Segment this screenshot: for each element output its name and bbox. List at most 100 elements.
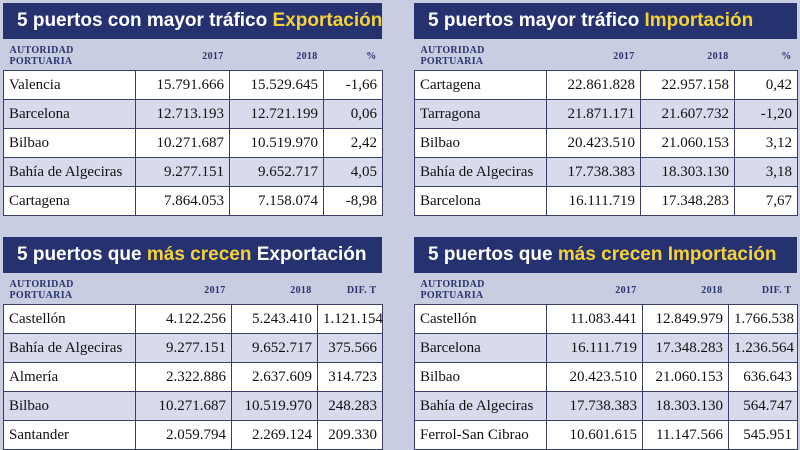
- column-header: DIF. T: [346, 284, 377, 296]
- title-text: 5 puertos con mayor tráfico: [17, 10, 273, 31]
- title-text: 5 puertos que: [17, 244, 147, 265]
- port-name-cell: Bahía de Algeciras: [3, 333, 136, 363]
- port-name-cell: Ferrol-San Cibrao: [414, 420, 547, 450]
- title-highlight: más crecen: [146, 244, 252, 265]
- column-header: 2017: [204, 284, 226, 296]
- table-row: Bahía de Algeciras 9.277.151 9.652.717 375.…: [3, 333, 383, 363]
- value-cell: 9.277.151: [135, 333, 232, 363]
- port-name-cell: Castellón: [3, 304, 136, 334]
- title-highlight: más crecen Importación: [557, 244, 777, 265]
- value-cell: 17.738.383: [546, 157, 641, 187]
- table-row: Cartagena 7.864.053 7.158.074 -8,98: [3, 186, 383, 216]
- data-table: AUTORIDAD PORTUARIA 2017 2018 DIF. T Castel…: [3, 276, 383, 450]
- value-cell: 12.849.979: [642, 304, 729, 334]
- value-cell: 375.566: [317, 333, 383, 363]
- table-header-row: AUTORIDAD PORTUARIA 2017 2018 DIF. T: [415, 276, 798, 305]
- value-cell: 2.269.124: [231, 420, 318, 450]
- port-name-cell: Santander: [3, 420, 136, 450]
- table-row: Ferrol-San Cibrao 10.601.615 11.147.566 545…: [414, 420, 798, 450]
- panel-title: 5 puertos que más crecen Exportación: [3, 237, 382, 276]
- value-cell: 18.303.130: [640, 157, 735, 187]
- value-cell: 9.652.717: [229, 157, 324, 187]
- value-cell: -1,20: [734, 99, 798, 129]
- panel-import-growth: 5 puertos que más crecen Importación AUT…: [414, 237, 798, 450]
- column-header: 2017: [613, 50, 635, 62]
- column-header: %: [781, 50, 792, 62]
- port-name-cell: Barcelona: [414, 333, 547, 363]
- value-cell: 2.059.794: [135, 420, 232, 450]
- table-row: Barcelona 16.111.719 17.348.283 7,67: [414, 186, 798, 216]
- value-cell: 10.519.970: [229, 128, 324, 158]
- value-cell: 0,06: [323, 99, 383, 129]
- value-cell: 9.652.717: [231, 333, 318, 363]
- title-text-end: Exportación: [251, 244, 367, 265]
- value-cell: 17.738.383: [546, 391, 643, 421]
- port-name-cell: Almería: [3, 362, 136, 392]
- table-header-row: AUTORIDAD PORTUARIA 2017 2018%: [4, 42, 383, 71]
- value-cell: 21.060.153: [640, 128, 735, 158]
- port-name-cell: Bahía de Algeciras: [3, 157, 136, 187]
- value-cell: 21.607.732: [640, 99, 735, 129]
- value-cell: 11.083.441: [546, 304, 643, 334]
- data-table: AUTORIDAD PORTUARIA 2017 2018 DIF. T Castel…: [414, 276, 798, 450]
- port-name-cell: Tarragona: [414, 99, 547, 129]
- value-cell: 209.330: [317, 420, 383, 450]
- value-cell: 16.111.719: [546, 186, 641, 216]
- value-cell: 4,05: [323, 157, 383, 187]
- table-row: Castellón 11.083.441 12.849.979 1.766.538: [414, 304, 798, 334]
- table-row: Bahía de Algeciras 9.277.151 9.652.717 4,05: [3, 157, 383, 187]
- column-header: 2018: [296, 50, 318, 62]
- table-row: Almería 2.322.886 2.637.609 314.723: [3, 362, 383, 392]
- value-cell: 5.243.410: [231, 304, 318, 334]
- value-cell: 16.111.719: [546, 333, 643, 363]
- table-row: Bahía de Algeciras 17.738.383 18.303.130 56…: [414, 391, 798, 421]
- panel-title: 5 puertos mayor tráfico Importación: [414, 3, 797, 42]
- port-name-cell: Bilbao: [414, 128, 547, 158]
- value-cell: 9.277.151: [135, 157, 230, 187]
- port-name-cell: Barcelona: [3, 99, 136, 129]
- column-header: 2018: [701, 284, 723, 296]
- title-text: 5 puertos que: [428, 244, 558, 265]
- value-cell: 15.791.666: [135, 70, 230, 100]
- table-row: Bilbao 20.423.510 21.060.153 3,12: [414, 128, 798, 158]
- table-row: Santander 2.059.794 2.269.124 209.330: [3, 420, 383, 450]
- value-cell: 15.529.645: [229, 70, 324, 100]
- value-cell: 564.747: [728, 391, 798, 421]
- value-cell: 21.060.153: [642, 362, 729, 392]
- value-cell: 2.322.886: [135, 362, 232, 392]
- port-name-cell: Valencia: [3, 70, 136, 100]
- value-cell: 11.147.566: [642, 420, 729, 450]
- panel-export-growth: 5 puertos que más crecen Exportación AUT…: [3, 237, 383, 450]
- title-highlight: Importación: [644, 10, 754, 31]
- column-header: AUTORIDAD PORTUARIA: [9, 45, 74, 67]
- value-cell: 22.861.828: [546, 70, 641, 100]
- port-name-cell: Bahía de Algeciras: [414, 157, 547, 187]
- value-cell: 20.423.510: [546, 362, 643, 392]
- value-cell: 1.236.564: [728, 333, 798, 363]
- table-row: Barcelona 16.111.719 17.348.283 1.236.564: [414, 333, 798, 363]
- panel-title: 5 puertos que más crecen Importación: [414, 237, 797, 276]
- port-name-cell: Bilbao: [3, 391, 136, 421]
- table-row: Cartagena 22.861.828 22.957.158 0,42: [414, 70, 798, 100]
- value-cell: 1.766.538: [728, 304, 798, 334]
- value-cell: 7.158.074: [229, 186, 324, 216]
- data-table: AUTORIDAD PORTUARIA 2017 2018% Valencia 15.…: [3, 42, 383, 216]
- value-cell: 3,18: [734, 157, 798, 187]
- value-cell: 2,42: [323, 128, 383, 158]
- value-cell: 10.601.615: [546, 420, 643, 450]
- table-row: Barcelona 12.713.193 12.721.199 0,06: [3, 99, 383, 129]
- value-cell: 314.723: [317, 362, 383, 392]
- table-row: Bahía de Algeciras 17.738.383 18.303.130 3,…: [414, 157, 798, 187]
- value-cell: 22.957.158: [640, 70, 735, 100]
- value-cell: 17.348.283: [640, 186, 735, 216]
- value-cell: 4.122.256: [135, 304, 232, 334]
- column-header: DIF. T: [761, 284, 792, 296]
- column-header: %: [366, 50, 377, 62]
- column-header: AUTORIDAD PORTUARIA: [420, 45, 485, 67]
- value-cell: 10.519.970: [231, 391, 318, 421]
- value-cell: 545.951: [728, 420, 798, 450]
- value-cell: 10.271.687: [135, 128, 230, 158]
- title-text: 5 puertos mayor tráfico: [428, 10, 645, 31]
- value-cell: -8,98: [323, 186, 383, 216]
- value-cell: 20.423.510: [546, 128, 641, 158]
